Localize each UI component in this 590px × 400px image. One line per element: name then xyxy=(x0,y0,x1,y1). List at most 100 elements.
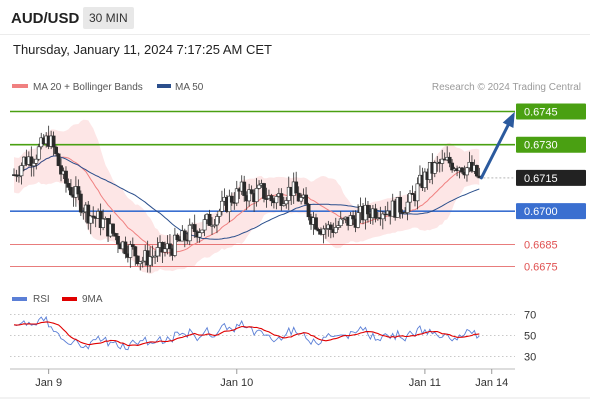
candle-body xyxy=(405,201,410,213)
candle-body xyxy=(299,197,304,202)
candle-body xyxy=(69,187,73,196)
candle-body xyxy=(234,188,239,204)
candle-body xyxy=(262,183,266,199)
timeframe-badge[interactable]: 30 MIN xyxy=(83,7,134,29)
level-label-0.6700: 0.6700 xyxy=(524,206,558,218)
candle-body xyxy=(34,158,39,164)
chart-credit: Research © 2024 Trading Central xyxy=(432,82,581,93)
legend-label-ma20: MA 20 + Bollinger Bands xyxy=(33,82,143,93)
candle-body xyxy=(133,246,138,257)
candle-body xyxy=(212,224,217,227)
rsi-legend: RSI 9MA xyxy=(12,294,103,305)
candle-body xyxy=(86,204,91,224)
legend-label-ma50: MA 50 xyxy=(175,82,204,93)
candle-body xyxy=(217,211,222,217)
candle-body xyxy=(281,203,286,206)
level-tag-0.6745 xyxy=(516,103,586,120)
candle-body xyxy=(155,247,160,257)
candle-body xyxy=(450,162,455,171)
candle-body xyxy=(168,243,172,250)
candle-body xyxy=(187,224,192,242)
candle-body xyxy=(138,261,143,265)
candle-body xyxy=(172,234,177,256)
candle-body xyxy=(207,213,212,226)
candle-body xyxy=(366,204,370,215)
candle-body xyxy=(51,135,56,148)
candle-body xyxy=(351,215,356,220)
candle-body xyxy=(116,235,120,245)
current-price-tag xyxy=(516,169,586,186)
candle-body xyxy=(64,170,68,184)
candle-body xyxy=(160,242,165,253)
candle-body xyxy=(128,244,133,258)
candle-body xyxy=(148,256,153,266)
candle-body xyxy=(229,195,234,203)
rsi-tick-30: 30 xyxy=(524,352,536,364)
candle-body xyxy=(249,189,254,194)
level-label-0.6730: 0.6730 xyxy=(524,140,558,152)
candle-body xyxy=(383,213,388,216)
candle-body xyxy=(19,165,24,177)
candle-body xyxy=(163,248,167,253)
candle-body xyxy=(398,197,403,213)
candle-body xyxy=(294,181,299,194)
candle-body xyxy=(220,200,224,212)
rsi-panel: 70 50 30 xyxy=(10,310,536,364)
candle-body xyxy=(296,192,301,202)
candle-body xyxy=(323,228,328,230)
candle-body xyxy=(192,224,197,232)
candle-body xyxy=(338,218,343,226)
candle-body xyxy=(81,211,86,214)
candle-body xyxy=(316,228,321,232)
level-label-0.6745: 0.6745 xyxy=(524,107,558,119)
candle-body xyxy=(76,186,81,195)
candle-body xyxy=(31,163,36,167)
candle-body xyxy=(66,183,71,188)
forecast-arrow xyxy=(479,111,515,180)
candle-body xyxy=(306,203,311,218)
chart-header: AUD/USD 30 MIN xyxy=(0,0,590,34)
candle-body xyxy=(14,174,19,177)
candle-body xyxy=(78,193,83,213)
candle-body xyxy=(474,165,479,177)
x-tick-label-3: Jan 14 xyxy=(475,377,508,389)
current-price-label: 0.6715 xyxy=(524,173,558,185)
candle-body xyxy=(59,165,63,175)
candle-body xyxy=(274,196,279,204)
candle-body xyxy=(415,183,420,202)
candle-body xyxy=(123,241,128,255)
candle-body xyxy=(447,156,452,164)
legend-label-9ma: 9MA xyxy=(82,294,103,305)
candle-body xyxy=(432,162,437,174)
candle-body xyxy=(242,181,247,196)
candle-body xyxy=(304,194,308,205)
level-label-0.6685: 0.6685 xyxy=(524,239,558,251)
header-divider xyxy=(0,34,590,35)
candle-body xyxy=(254,188,259,202)
candle-body xyxy=(403,212,407,214)
candle-body xyxy=(408,193,412,203)
candle-body xyxy=(333,227,338,233)
price-legend: MA 20 + Bollinger Bands MA 50 Research ©… xyxy=(12,82,581,93)
candle-body xyxy=(91,215,96,218)
candle-body xyxy=(202,219,207,231)
candle-body xyxy=(54,146,58,155)
candle-body xyxy=(135,255,140,265)
candle-body xyxy=(440,158,445,164)
candle-body xyxy=(175,234,180,241)
level-tag-0.6730 xyxy=(516,136,586,153)
candle-body xyxy=(182,230,187,241)
candle-body xyxy=(465,167,469,176)
forecast-arrow-head xyxy=(502,111,515,128)
candle-body xyxy=(380,213,385,220)
rsi-tick-50: 50 xyxy=(524,331,536,343)
legend-label-rsi: RSI xyxy=(33,294,50,305)
symbol-title: AUD/USD xyxy=(11,10,80,27)
candle-body xyxy=(410,193,415,195)
level-lines xyxy=(10,110,515,267)
candle-body xyxy=(321,228,326,235)
x-tick-label-1: Jan 10 xyxy=(220,377,253,389)
candle-body xyxy=(257,184,261,189)
candle-body xyxy=(348,215,353,226)
level-label-0.6675: 0.6675 xyxy=(524,262,558,274)
